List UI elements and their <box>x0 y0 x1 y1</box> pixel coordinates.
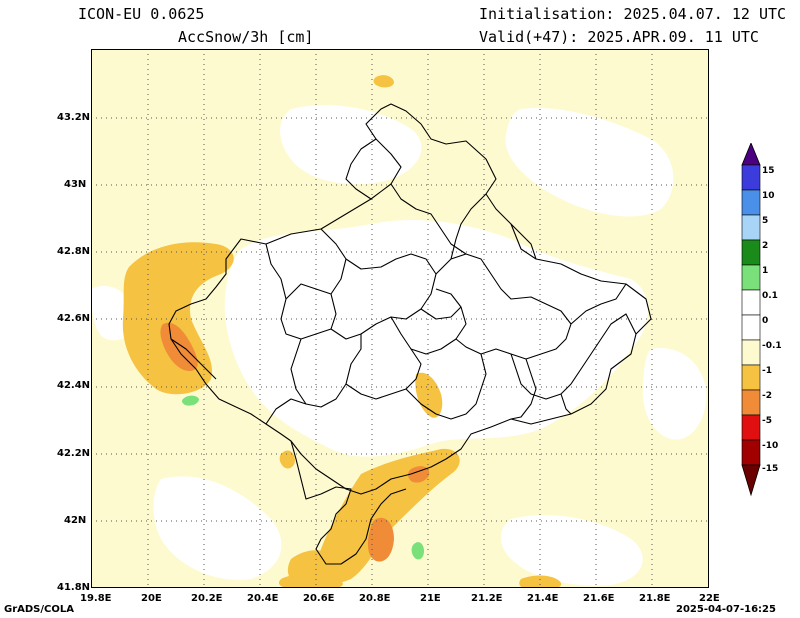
colorbar-label: 0.1 <box>762 291 778 301</box>
colorbar-label: 10 <box>762 191 775 201</box>
district-8 <box>510 313 637 400</box>
colorbar-swatch <box>741 239 761 266</box>
white-region-far-east <box>642 348 707 440</box>
software-credit: GrADS/COLA <box>4 604 74 615</box>
district-17 <box>560 393 572 415</box>
initialisation-time: Initialisation: 2025.04.07. 12 UTC <box>479 5 787 23</box>
colorbar-label: 15 <box>762 166 775 176</box>
colorbar-label: -2 <box>762 391 772 401</box>
yellow-region-west-ridge <box>122 242 234 395</box>
white-region-south <box>153 476 282 580</box>
colorbar-swatch <box>741 364 761 391</box>
y-tick-label: 42.2N <box>57 448 91 459</box>
variable-title: AccSnow/3h [cm] <box>178 28 314 46</box>
colorbar-label: 5 <box>762 216 769 226</box>
x-tick-label: 20E <box>141 593 162 604</box>
colorbar <box>741 143 761 497</box>
x-tick-label: 21.8E <box>639 593 671 604</box>
southwest-border <box>170 338 217 380</box>
y-tick-label: 41.8N <box>57 582 91 593</box>
colorbar-label: 0 <box>762 316 769 326</box>
yellow-region-north-spot <box>373 75 394 88</box>
orange-region-west <box>160 322 198 372</box>
green-spot-south <box>411 542 424 560</box>
x-tick-label: 20.2E <box>191 593 223 604</box>
white-region-southeast <box>500 515 643 586</box>
y-tick-label: 42N <box>64 515 87 526</box>
district-15 <box>420 306 462 320</box>
colorbar-swatch <box>741 264 761 291</box>
yellow-region-south-edge <box>278 573 343 588</box>
colorbar-swatch <box>741 289 761 316</box>
district-16 <box>510 358 537 420</box>
district-10 <box>265 398 307 425</box>
render-timestamp: 2025-04-07-16:25 <box>676 604 776 615</box>
y-tick-label: 43.2N <box>57 112 91 123</box>
colorbar-swatch <box>741 414 761 441</box>
colorbar-label: -5 <box>762 416 772 426</box>
valid-time: Valid(+47): 2025.APR.09. 11 UTC <box>479 28 759 46</box>
x-tick-label: 22E <box>699 593 720 604</box>
x-tick-label: 21E <box>420 593 441 604</box>
x-tick-label: 20.4E <box>247 593 279 604</box>
colorbar-swatch <box>741 164 761 191</box>
colorbar-label: 1 <box>762 266 769 276</box>
colorbar-top-arrow <box>741 143 761 166</box>
district-4 <box>390 288 467 355</box>
green-spot-west <box>181 395 199 406</box>
colorbar-label: 2 <box>762 241 769 251</box>
district-7 <box>405 353 487 420</box>
y-tick-label: 42.8N <box>57 246 91 257</box>
south-border <box>290 440 407 565</box>
colorbar-bottom-arrow <box>741 464 761 497</box>
orange-region-southeast <box>408 466 430 483</box>
district-1 <box>265 228 347 340</box>
x-tick-label: 19.8E <box>80 593 112 604</box>
y-tick-label: 42.4N <box>57 380 91 391</box>
colorbar-label: -0.1 <box>762 341 782 351</box>
district-6 <box>345 348 422 400</box>
country-border <box>168 103 652 495</box>
orange-region-south <box>367 517 394 562</box>
map-svg <box>91 49 709 588</box>
white-region-northeast <box>505 108 674 217</box>
x-tick-label: 20.6E <box>303 593 335 604</box>
district-14 <box>285 283 332 300</box>
colorbar-label: -15 <box>762 464 779 474</box>
x-tick-label: 20.8E <box>359 593 391 604</box>
x-tick-label: 21.4E <box>527 593 559 604</box>
y-tick-label: 42.6N <box>57 313 91 324</box>
white-region-north <box>280 105 422 185</box>
district-5 <box>435 253 572 360</box>
colorbar-label: -1 <box>762 366 772 376</box>
model-name: ICON-EU 0.0625 <box>78 5 205 23</box>
colorbar-swatch <box>741 389 761 416</box>
district-13 <box>510 223 537 260</box>
x-tick-label: 21.2E <box>471 593 503 604</box>
district-3 <box>290 334 362 408</box>
district-2 <box>330 253 437 340</box>
district-11 <box>390 183 467 255</box>
district-12 <box>450 193 487 260</box>
yellow-region-southeast-tongue <box>315 448 460 584</box>
map-border <box>91 49 709 588</box>
yellow-region-southwest-spot <box>279 450 295 469</box>
x-tick-label: 21.6E <box>583 593 615 604</box>
district-9 <box>570 283 627 325</box>
colorbar-label: -10 <box>762 441 779 451</box>
map-panel <box>91 49 709 588</box>
colorbar-swatch <box>741 339 761 366</box>
colorbar-swatch <box>741 214 761 241</box>
yellow-region-southeast-edge <box>519 575 562 588</box>
district-18 <box>345 138 377 200</box>
colorbar-swatch <box>741 314 761 341</box>
colorbar-swatch <box>741 189 761 216</box>
admin-borders <box>168 103 652 565</box>
yellow-region-center <box>415 372 443 418</box>
y-tick-label: 43N <box>64 179 87 190</box>
colorbar-swatch <box>741 439 761 466</box>
